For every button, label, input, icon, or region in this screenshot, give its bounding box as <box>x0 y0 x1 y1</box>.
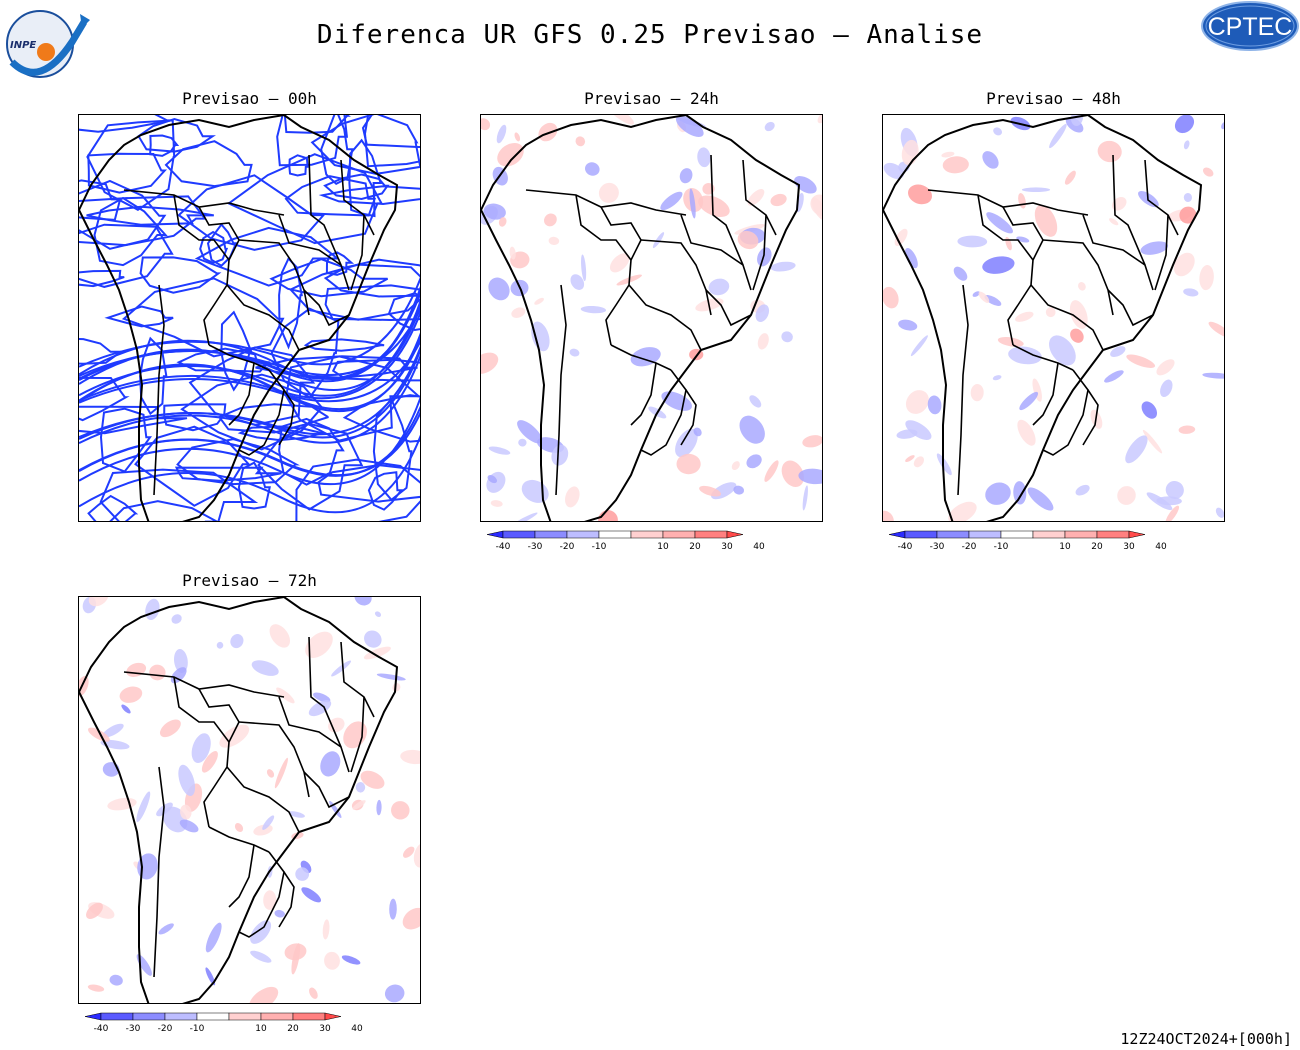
colorbar-tick-label: 40 <box>1155 542 1167 552</box>
colorbar-tick-label: -10 <box>190 1024 205 1034</box>
colorbar-24h: -40 -30 -20 -10 10 20 30 40 <box>483 528 783 558</box>
colorbar-tick-label: 10 <box>255 1024 267 1034</box>
colorbar-tick-label: 10 <box>1059 542 1071 552</box>
colorbar-tick-label: -30 <box>528 542 543 552</box>
map-panel-24h <box>480 114 823 522</box>
colorbar-tick-label: 30 <box>721 542 733 552</box>
colorbar-72h: -40 -30 -20 -10 10 20 30 40 <box>81 1010 381 1040</box>
colorbar-tick-label: -20 <box>560 542 575 552</box>
panel-title-48h: Previsao — 48h <box>986 89 1121 108</box>
cptec-logo-text: CPTEC <box>1208 13 1293 41</box>
colorbar-tick-label: 30 <box>1123 542 1135 552</box>
colorbar-48h: -40 -30 -20 -10 10 20 30 40 <box>885 528 1185 558</box>
colorbar-tick-label: -30 <box>930 542 945 552</box>
colorbar-tick-label: -10 <box>592 542 607 552</box>
colorbar-tick-label: -20 <box>158 1024 173 1034</box>
timestamp: 12Z24OCT2024+[000h] <box>1120 1030 1292 1048</box>
colorbar-tick-label: 40 <box>753 542 765 552</box>
panel-title-00h: Previsao — 00h <box>182 89 317 108</box>
cptec-logo: CPTEC <box>1200 0 1300 52</box>
colorbar-tick-label: 30 <box>319 1024 331 1034</box>
map-panel-48h <box>882 114 1225 522</box>
colorbar-tick-label: 10 <box>657 542 669 552</box>
colorbar-tick-label: -10 <box>994 542 1009 552</box>
colorbar-tick-label: -30 <box>126 1024 141 1034</box>
colorbar-tick-label: 20 <box>1091 542 1103 552</box>
map-panel-00h <box>78 114 421 522</box>
colorbar-tick-label: -40 <box>898 542 913 552</box>
inpe-logo-text: INPE <box>10 40 36 51</box>
panel-title-24h: Previsao — 24h <box>584 89 719 108</box>
inpe-logo: INPE <box>2 2 92 82</box>
colorbar-tick-label: 20 <box>689 542 701 552</box>
panel-title-72h: Previsao — 72h <box>182 571 317 590</box>
colorbar-tick-label: -40 <box>496 542 511 552</box>
map-panel-72h <box>78 596 421 1004</box>
colorbar-tick-label: 40 <box>351 1024 363 1034</box>
page-title: Diferenca UR GFS 0.25 Previsao — Analise <box>316 20 984 50</box>
colorbar-tick-label: -20 <box>962 542 977 552</box>
colorbar-tick-label: -40 <box>94 1024 109 1034</box>
colorbar-tick-label: 20 <box>287 1024 299 1034</box>
